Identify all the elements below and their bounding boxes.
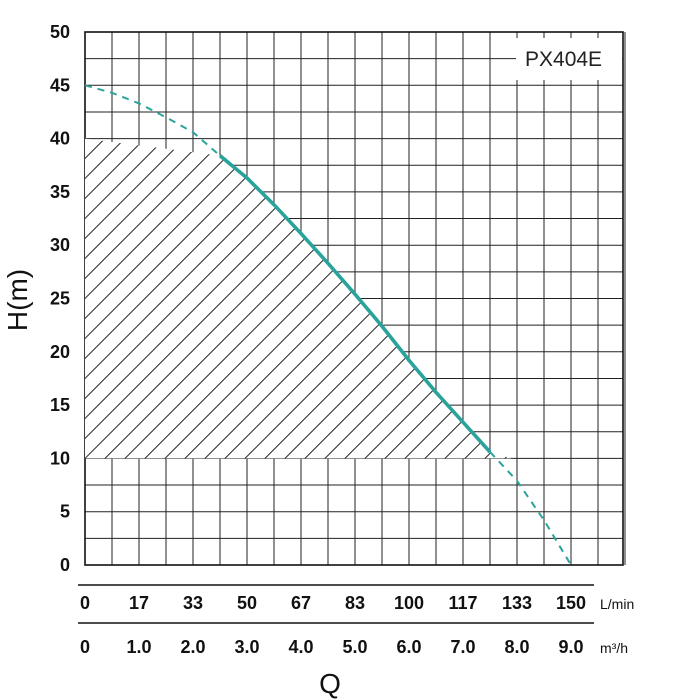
x-tick-m3h: 6.0 [396, 637, 421, 657]
x-tick-lmin: 50 [237, 593, 257, 613]
curve-solid [218, 154, 492, 454]
hatch-line [85, 138, 291, 459]
x-tick-m3h: 0 [80, 637, 90, 657]
x-tick-lmin: 33 [183, 593, 203, 613]
hatch-line [660, 133, 700, 463]
x-tick-m3h: 5.0 [342, 637, 367, 657]
y-axis-title: H(m) [2, 269, 33, 331]
y-tick-label: 15 [50, 395, 70, 415]
x-tick-lmin: 117 [448, 593, 477, 613]
y-tick-label: 20 [50, 342, 70, 362]
x-tick-m3h: 4.0 [288, 637, 313, 657]
x-axis-ticks-m3h: 0 1.0 2.0 3.0 4.0 5.0 6.0 7.0 8.0 9.0 [80, 637, 584, 657]
hatch-line [85, 138, 171, 459]
y-tick-label: 35 [50, 182, 70, 202]
pump-curve [84, 84, 572, 566]
hatch-line [85, 138, 251, 459]
y-tick-label: 50 [50, 22, 70, 42]
hatch-line [680, 133, 700, 463]
y-axis-ticks: 0 5 10 15 20 25 30 35 40 45 50 [50, 22, 594, 624]
model-label-box [516, 38, 622, 80]
x-tick-m3h: 8.0 [504, 637, 529, 657]
hatch-line [85, 138, 231, 459]
y-tick-label: 0 [60, 555, 70, 575]
x-tick-m3h: 7.0 [450, 637, 475, 657]
y-tick-label: 10 [50, 448, 70, 468]
x-axis-ticks-lmin: 0 17 33 50 67 83 100 117 133 150 [80, 593, 586, 613]
x-tick-m3h: 3.0 [234, 637, 259, 657]
x-tick-lmin: 67 [291, 593, 311, 613]
x-unit-m3h: m³/h [600, 640, 628, 656]
hatch-line [85, 138, 151, 459]
y-tick-label: 45 [50, 75, 70, 95]
hatch-line [85, 138, 271, 459]
x-tick-lmin: 100 [394, 593, 424, 613]
y-tick-label: 25 [50, 289, 70, 309]
x-axis-title: Q [319, 668, 341, 699]
hatch-line [85, 138, 211, 459]
chart-grid [84, 31, 626, 566]
x-tick-m3h: 1.0 [126, 637, 151, 657]
hatch-line [640, 133, 700, 463]
y-tick-label: 5 [60, 502, 70, 522]
model-label: PX404E [525, 48, 602, 71]
y-tick-label: 40 [50, 129, 70, 149]
x-unit-lmin: L/min [600, 596, 634, 612]
hatch-line [620, 133, 700, 463]
x-tick-lmin: 83 [345, 593, 365, 613]
x-tick-m3h: 2.0 [180, 637, 205, 657]
y-tick-label: 30 [50, 235, 70, 255]
x-tick-lmin: 0 [80, 593, 90, 613]
hatch-line [379, 138, 512, 459]
x-tick-m3h: 9.0 [558, 637, 583, 657]
x-tick-lmin: 17 [129, 593, 149, 613]
hatch-line [85, 138, 191, 459]
curve-dashed-end [489, 451, 572, 566]
x-tick-lmin: 133 [502, 593, 532, 613]
x-tick-lmin: 150 [556, 593, 586, 613]
hatch-line [359, 138, 512, 459]
